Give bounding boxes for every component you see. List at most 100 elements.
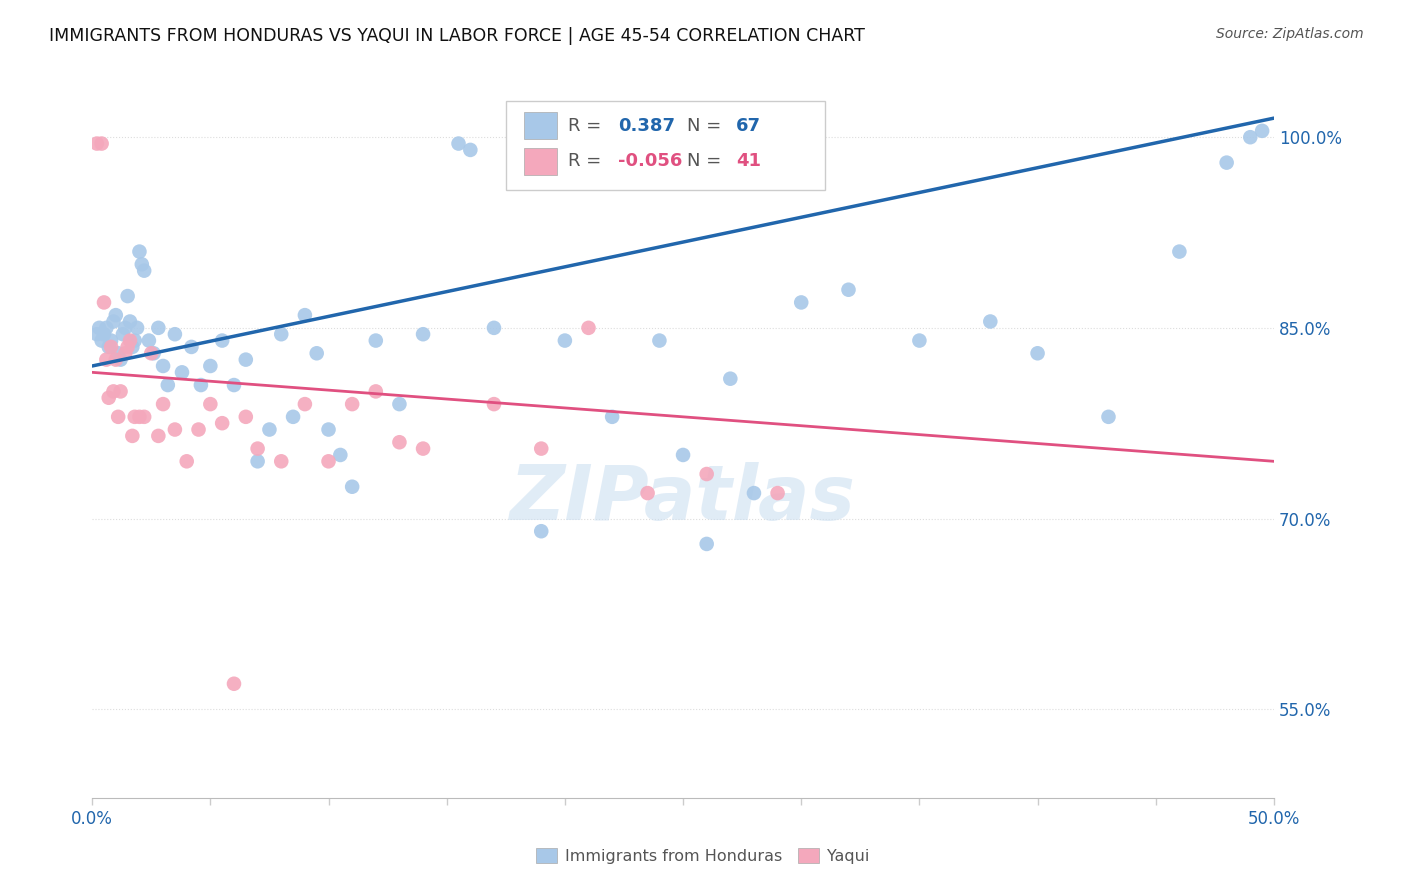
Point	[97, 340, 120, 354]
Point	[111, 327, 134, 342]
Point	[318, 423, 340, 437]
Point	[305, 346, 328, 360]
Point	[114, 321, 136, 335]
Point	[200, 397, 222, 411]
Point	[530, 524, 553, 539]
Point	[460, 143, 482, 157]
Point	[118, 334, 141, 348]
Point	[718, 372, 741, 386]
Point	[134, 263, 156, 277]
Point	[1168, 244, 1191, 259]
Point	[152, 397, 174, 411]
Point	[294, 308, 316, 322]
Point	[96, 352, 118, 367]
Point	[114, 346, 136, 360]
Point	[742, 486, 765, 500]
FancyBboxPatch shape	[523, 147, 557, 175]
Text: -0.056: -0.056	[619, 153, 682, 170]
Point	[318, 454, 340, 468]
Point	[235, 352, 257, 367]
Point	[104, 352, 127, 367]
Point	[93, 295, 115, 310]
Point	[163, 327, 186, 342]
Point	[180, 340, 202, 354]
Point	[270, 327, 292, 342]
Point	[908, 334, 931, 348]
Point	[837, 283, 859, 297]
Point	[412, 327, 434, 342]
Point	[637, 486, 659, 500]
Point	[340, 397, 363, 411]
Point	[696, 467, 718, 481]
Point	[100, 334, 122, 348]
Point	[163, 423, 186, 437]
Point	[90, 334, 112, 348]
Point	[117, 340, 139, 354]
Point	[696, 537, 718, 551]
Point	[110, 352, 132, 367]
Point	[1251, 124, 1274, 138]
Point	[128, 244, 150, 259]
Point	[482, 397, 505, 411]
Point	[124, 409, 146, 424]
Point	[117, 289, 139, 303]
Point	[447, 136, 470, 151]
Point	[1239, 130, 1261, 145]
Point	[100, 340, 122, 354]
Point	[578, 321, 600, 335]
Point	[388, 397, 411, 411]
Point	[1026, 346, 1049, 360]
Text: N =: N =	[686, 153, 727, 170]
Point	[329, 448, 352, 462]
Point	[388, 435, 411, 450]
Point	[600, 409, 623, 424]
Point	[979, 314, 1001, 328]
Point	[766, 486, 789, 500]
Point	[1097, 409, 1119, 424]
Point	[200, 359, 222, 373]
Point	[125, 321, 148, 335]
Point	[648, 334, 671, 348]
Point	[121, 429, 143, 443]
Point	[211, 416, 233, 430]
Point	[187, 423, 209, 437]
Point	[89, 321, 111, 335]
Legend: Immigrants from Honduras, Yaqui: Immigrants from Honduras, Yaqui	[530, 842, 876, 871]
Point	[340, 480, 363, 494]
Point	[148, 429, 170, 443]
Point	[412, 442, 434, 456]
Point	[270, 454, 292, 468]
Point	[128, 409, 150, 424]
Point	[246, 454, 269, 468]
Point	[131, 257, 153, 271]
Point	[86, 136, 108, 151]
Point	[530, 442, 553, 456]
Text: N =: N =	[686, 117, 727, 135]
FancyBboxPatch shape	[523, 112, 557, 139]
Point	[148, 321, 170, 335]
Point	[103, 384, 125, 399]
Point	[104, 308, 127, 322]
Point	[554, 334, 576, 348]
Point	[211, 334, 233, 348]
Point	[138, 334, 160, 348]
Text: 41: 41	[737, 153, 761, 170]
Point	[103, 314, 125, 328]
Point	[222, 677, 245, 691]
Point	[281, 409, 304, 424]
Point	[294, 397, 316, 411]
Point	[222, 378, 245, 392]
Point	[93, 327, 115, 342]
Point	[90, 136, 112, 151]
Text: R =: R =	[568, 153, 607, 170]
Point	[176, 454, 198, 468]
FancyBboxPatch shape	[506, 101, 825, 190]
Point	[190, 378, 212, 392]
Point	[152, 359, 174, 373]
Text: 67: 67	[737, 117, 761, 135]
Text: ZIPatlas: ZIPatlas	[510, 462, 856, 536]
Point	[482, 321, 505, 335]
Point	[142, 346, 165, 360]
Point	[364, 384, 387, 399]
Point	[1215, 155, 1237, 169]
